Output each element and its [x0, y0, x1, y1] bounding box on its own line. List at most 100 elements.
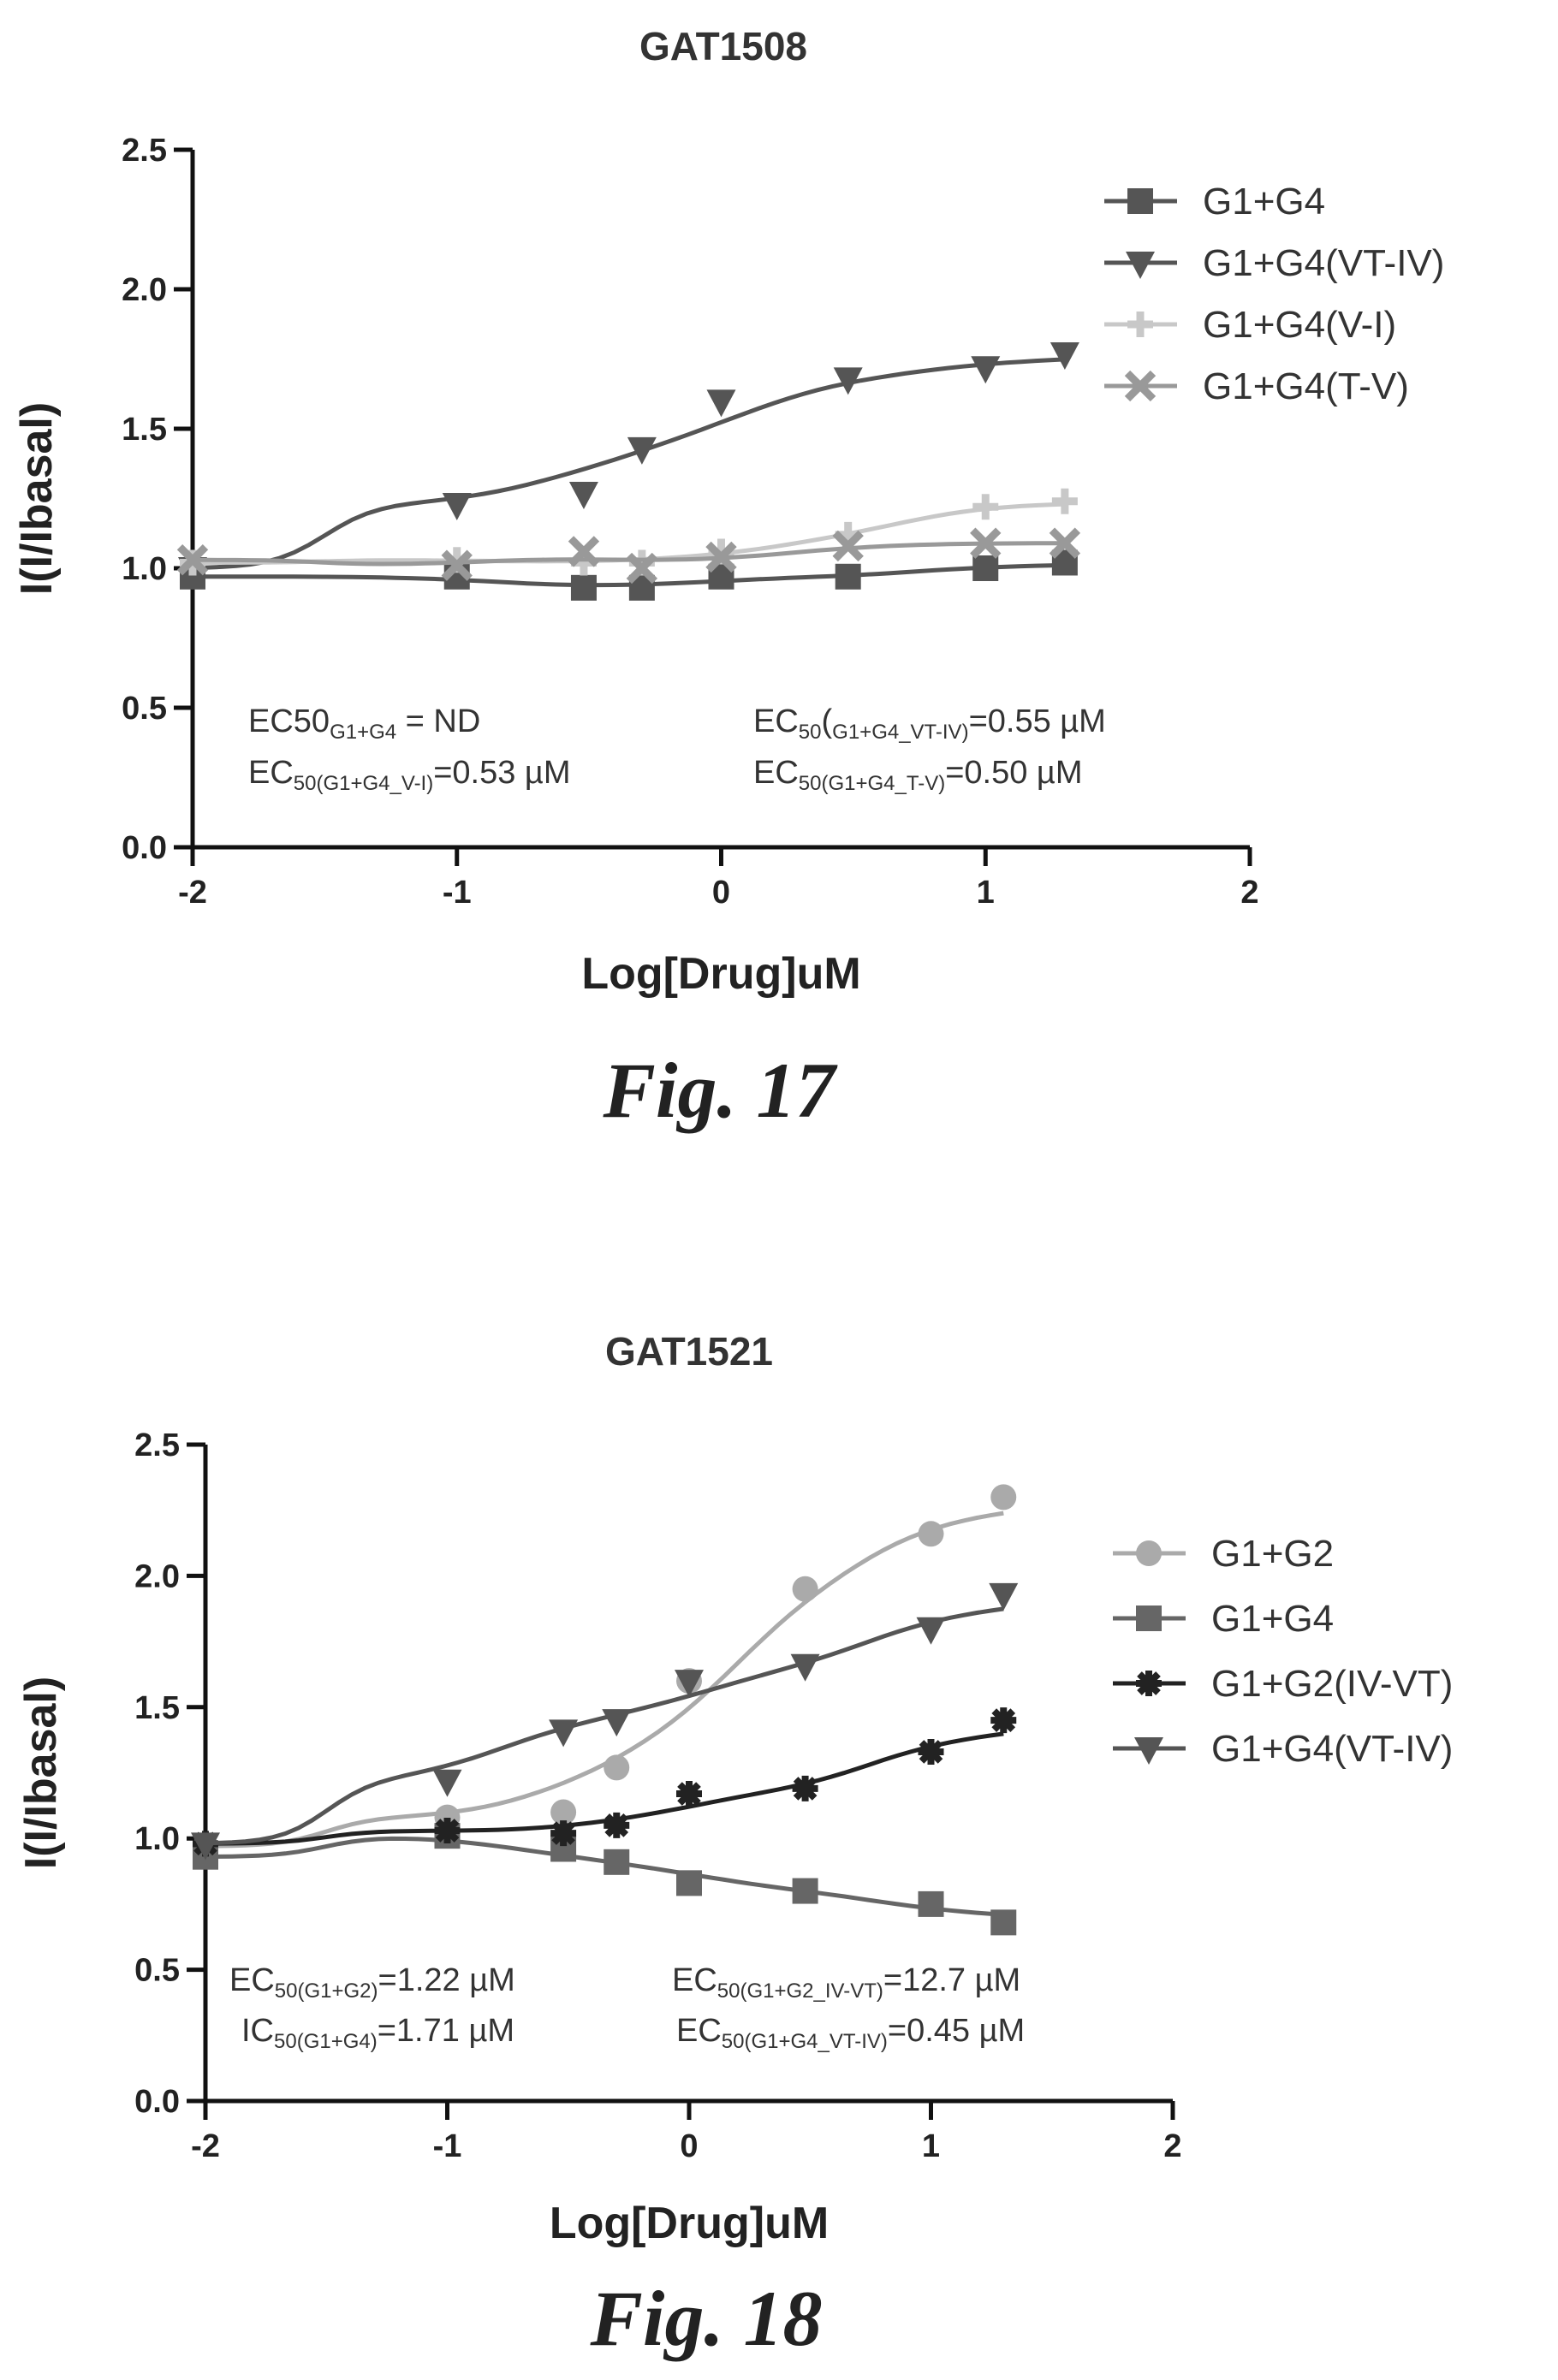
legend-label: G1+G4(VT-IV)	[1211, 1728, 1453, 1770]
ec50-annotation: EC50(G1+G4_VT-IV)=0.55 µM	[753, 703, 1106, 744]
y-tick-label: 0.5	[134, 1953, 180, 1989]
legend-label: G1+G4(VT-IV)	[1203, 242, 1444, 284]
y-tick-label: 0.0	[134, 2084, 180, 2120]
y-tick-label: 0.0	[122, 830, 167, 866]
data-point	[676, 1870, 702, 1896]
data-point	[970, 527, 1002, 559]
data-point	[706, 389, 736, 418]
data-point	[918, 1521, 944, 1547]
data-point	[835, 563, 861, 590]
data-point	[549, 1719, 579, 1748]
x-tick-label: 0	[680, 2128, 698, 2164]
legend-label: G1+G4(V-I)	[1203, 304, 1396, 346]
legend-marker	[1126, 252, 1155, 279]
ec50-annotation: EC50(G1+G4_V-I)=0.53 µM	[248, 755, 570, 795]
data-point	[1051, 488, 1078, 514]
series-line-3	[205, 1606, 1004, 1846]
chart-title: GAT1521	[605, 1329, 773, 1374]
x-tick-label: 1	[977, 875, 995, 911]
data-point	[191, 1832, 220, 1861]
legend-label: G1+G4	[1203, 181, 1325, 223]
x-tick-label: 2	[1240, 875, 1258, 911]
legend-marker	[1136, 1671, 1162, 1696]
data-point	[568, 536, 600, 567]
y-axis-label: I(I/Ibasal)	[12, 402, 62, 595]
ec50-annotation: EC50(G1+G2_IV-VT)=12.7 µM	[672, 1962, 1020, 2003]
series-line-1	[192, 357, 1066, 570]
y-tick-label: 2.0	[134, 1558, 180, 1594]
chart-gat1521: GAT1521 0.0 0.5 1.0 1.5 2.0 2.5 -2 -1 0 1 2 Log[Drug…	[16, 1329, 1453, 2248]
legend-marker	[1136, 1605, 1162, 1631]
data-point	[705, 541, 737, 573]
legend-label: G1+G4	[1211, 1598, 1334, 1640]
data-point	[432, 1769, 462, 1797]
legend-marker	[1124, 370, 1157, 402]
data-point	[604, 1812, 630, 1838]
data-point	[1050, 341, 1079, 370]
data-point	[675, 1670, 704, 1698]
y-tick-label: 2.5	[122, 133, 167, 169]
data-point	[971, 356, 1001, 384]
legend-marker	[1134, 1737, 1163, 1765]
legend-marker	[1127, 312, 1153, 337]
data-point	[604, 1849, 630, 1875]
data-point	[792, 1775, 818, 1801]
y-tick-label: 2.0	[122, 272, 167, 308]
y-tick-label: 0.5	[122, 691, 167, 727]
data-point	[441, 549, 473, 581]
data-point	[990, 1707, 1017, 1734]
y-tick-label: 1.0	[122, 551, 167, 587]
data-point	[604, 1754, 630, 1781]
y-tick-label: 2.5	[134, 1427, 180, 1463]
figure-caption-17: Fig. 17	[603, 1047, 839, 1134]
data-point	[792, 1576, 818, 1602]
x-tick-label: -2	[178, 875, 207, 911]
data-point	[676, 1781, 702, 1807]
data-point	[916, 1617, 946, 1645]
data-point	[990, 1484, 1017, 1510]
y-tick-label: 1.0	[134, 1821, 180, 1857]
data-point	[550, 1799, 577, 1825]
y-axis-label: I(I/Ibasal)	[16, 1677, 66, 1869]
data-point	[972, 555, 999, 581]
data-point	[792, 1878, 818, 1904]
legend-label: G1+G2(IV-VT)	[1211, 1663, 1453, 1705]
y-tick-label: 1.5	[122, 412, 167, 448]
series-line-2	[205, 1731, 1004, 1846]
ec50-annotation: EC50(G1+G2)=1.22 µM	[229, 1962, 515, 2003]
data-point	[918, 1890, 944, 1917]
data-point	[989, 1582, 1019, 1611]
data-point	[832, 530, 864, 562]
ec50-annotation: EC50(G1+G4_T-V)=0.50 µM	[753, 755, 1082, 795]
data-point	[790, 1653, 820, 1682]
ec50-annotation: EC50G1+G4 = ND	[248, 703, 480, 744]
figure-caption-18: Fig. 18	[590, 2275, 823, 2362]
data-point	[1049, 527, 1081, 559]
chart-title: GAT1508	[639, 24, 807, 68]
data-point	[176, 544, 209, 576]
series-line-0	[193, 562, 1065, 588]
data-point	[918, 1738, 944, 1765]
x-tick-label: -1	[433, 2128, 462, 2164]
data-point	[568, 481, 598, 509]
data-point	[833, 367, 863, 395]
x-tick-label: 1	[922, 2128, 940, 2164]
legend-label: G1+G4(T-V)	[1203, 365, 1409, 407]
legend-marker	[1127, 188, 1153, 214]
y-tick-label: 1.5	[134, 1690, 180, 1726]
ec50-annotation: IC50(G1+G4)=1.71 µM	[241, 2013, 514, 2053]
x-tick-label: 0	[712, 875, 730, 911]
legend-label: G1+G2	[1211, 1533, 1334, 1575]
data-point	[972, 494, 999, 520]
data-point	[570, 574, 597, 601]
legend-marker	[1136, 1540, 1162, 1566]
x-tick-label: 2	[1163, 2128, 1181, 2164]
data-point	[442, 493, 472, 521]
x-axis-label: Log[Drug]uM	[581, 949, 860, 999]
x-axis-label: Log[Drug]uM	[550, 2199, 829, 2248]
data-point	[626, 552, 658, 585]
chart-gat1508: GAT1508 0.0 0.5 1.0 1.5 2.0 2.5 -2 -1 0 1 2 Log[Drug…	[12, 24, 1444, 999]
data-point	[434, 1818, 461, 1843]
x-tick-label: -2	[191, 2128, 220, 2164]
